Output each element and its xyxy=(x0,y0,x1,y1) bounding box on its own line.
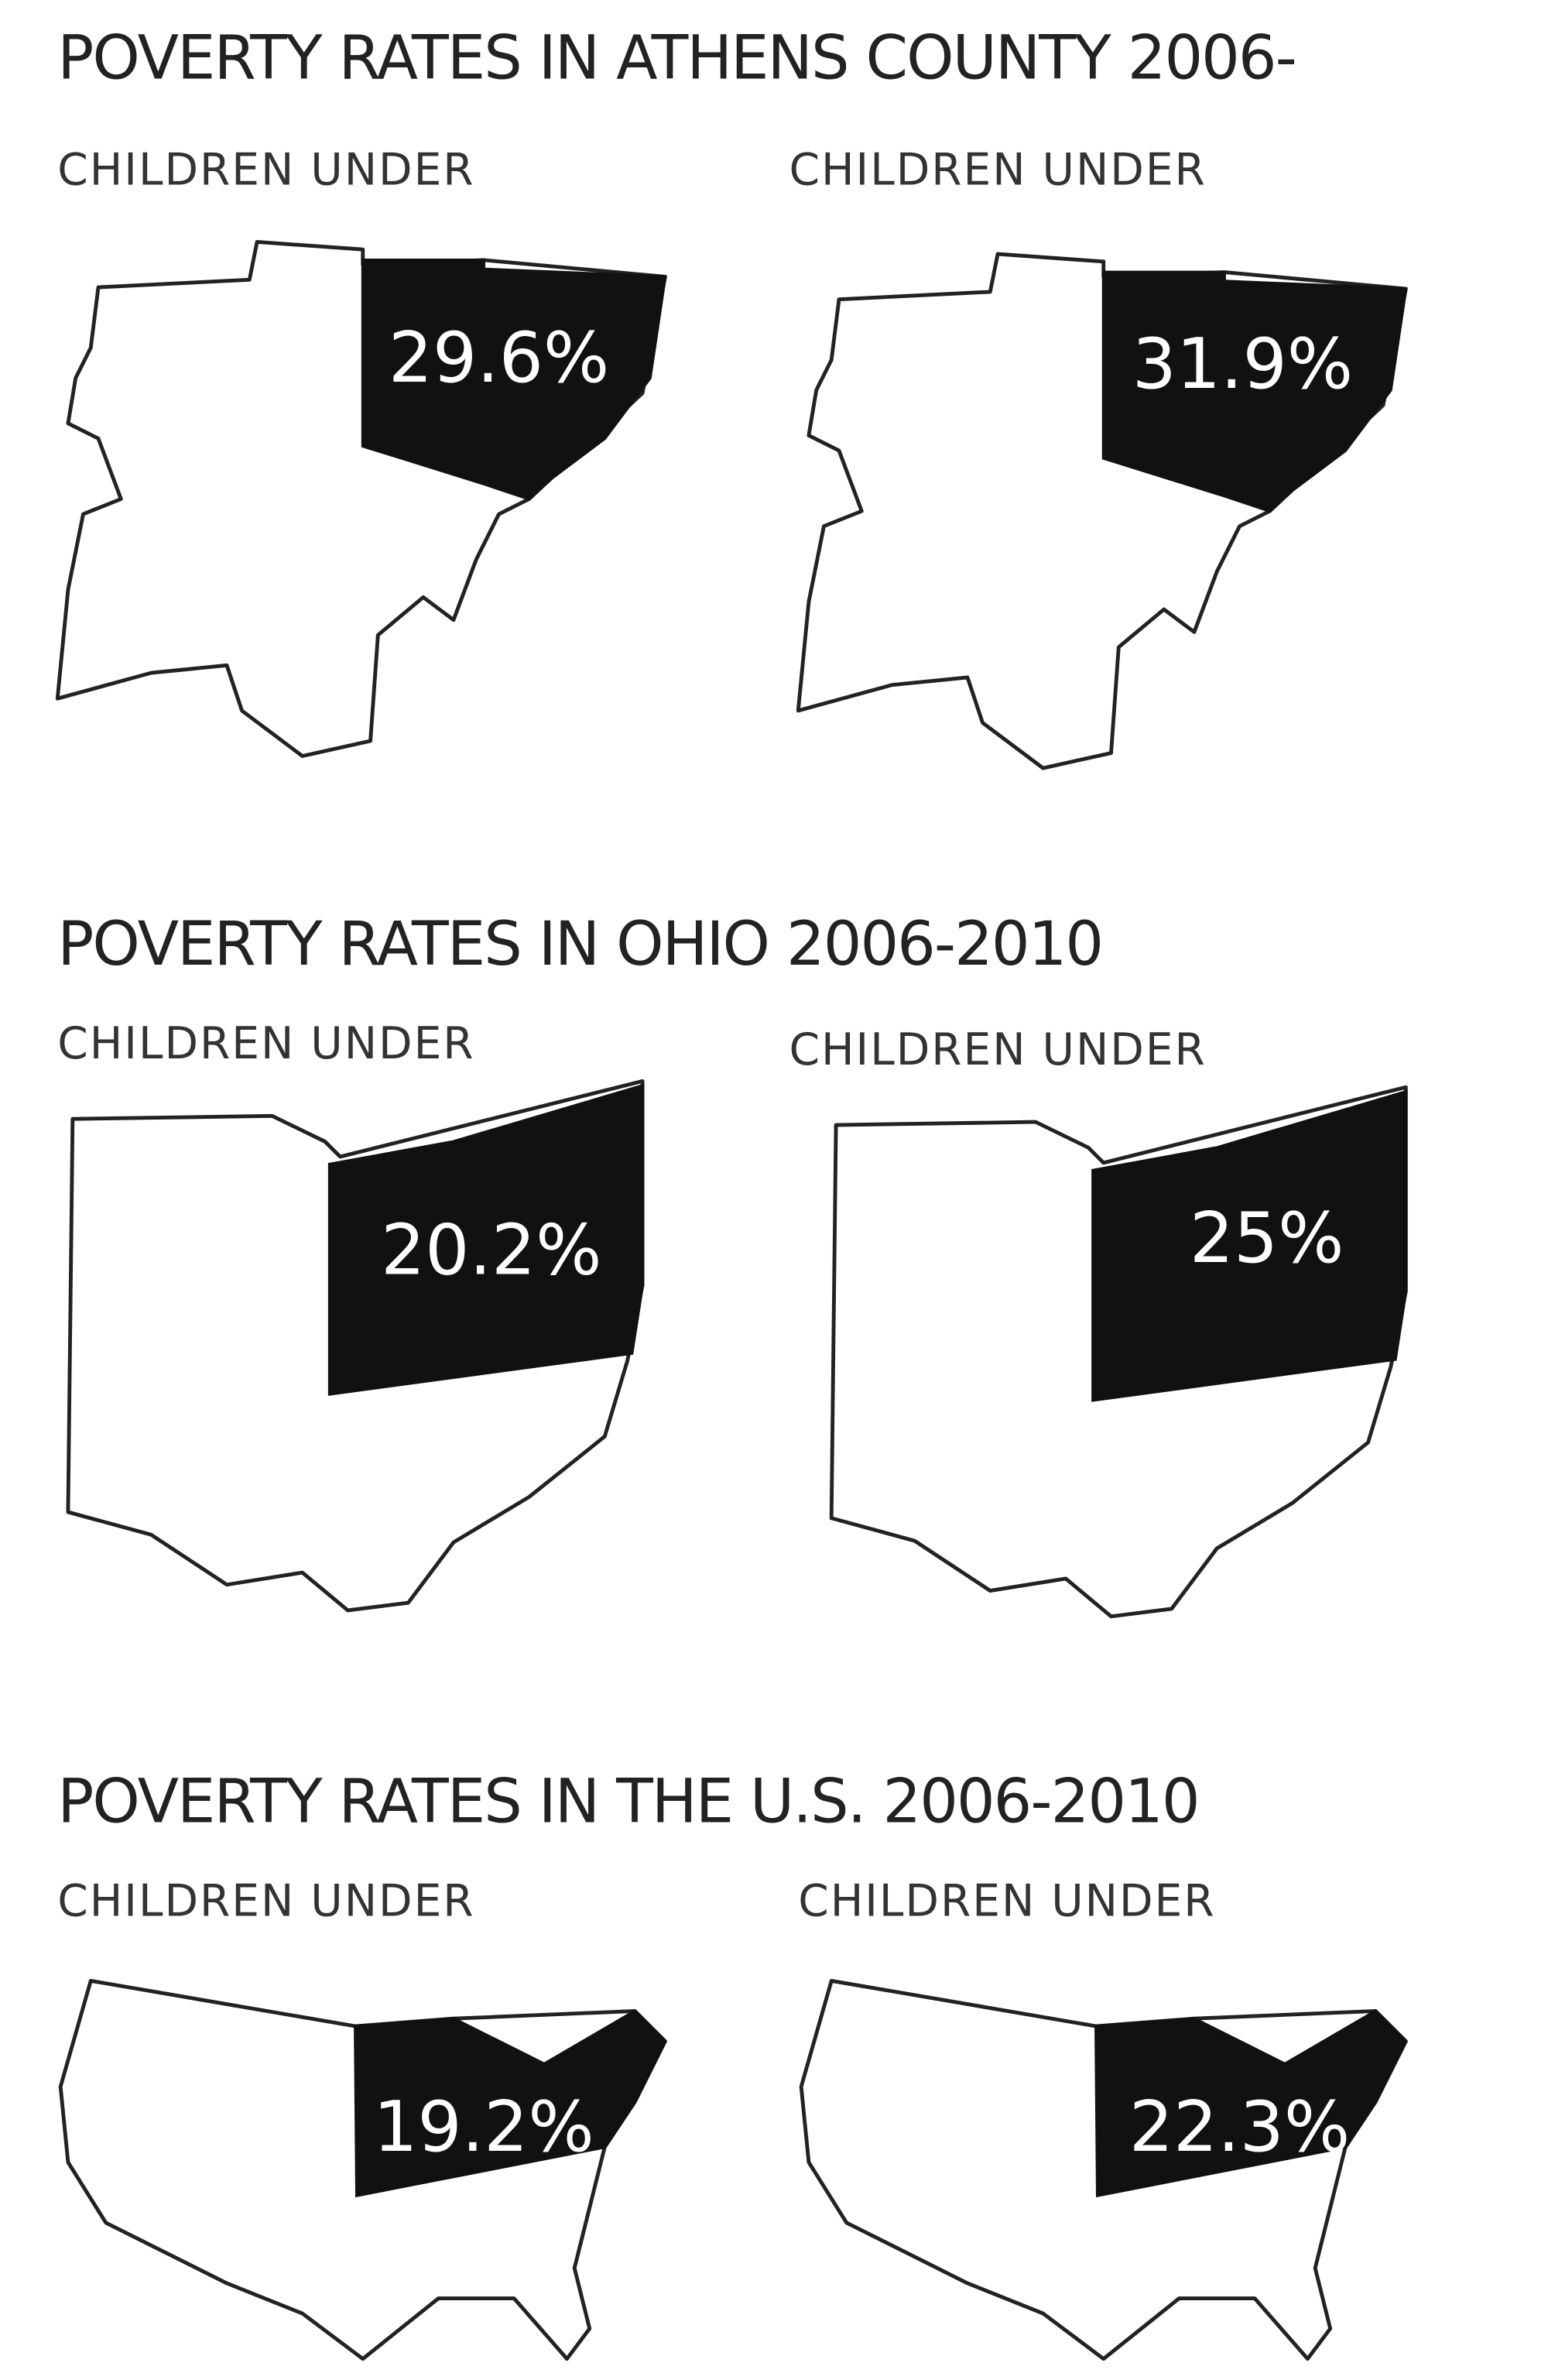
section-title: POVERTY RATES IN ATHENS COUNTY 2006- xyxy=(57,23,1296,94)
value-label: 31.9% xyxy=(1132,324,1353,405)
value-label: 22.3% xyxy=(1129,2087,1350,2168)
map xyxy=(68,1081,642,1610)
section-athens: POVERTY RATES IN ATHENS COUNTY 2006- CHI… xyxy=(57,23,1406,769)
panel-label: CHILDREN UNDER xyxy=(798,1875,1215,1926)
section-title: POVERTY RATES IN THE U.S. 2006-2010 xyxy=(57,1766,1198,1836)
map xyxy=(831,1087,1406,1617)
section-title: POVERTY RATES IN OHIO 2006-2010 xyxy=(57,909,1102,979)
panel-label: CHILDREN UNDER xyxy=(789,144,1207,195)
value-label: 25% xyxy=(1190,1199,1344,1279)
map xyxy=(60,1980,665,2358)
value-label: 20.2% xyxy=(381,1210,601,1291)
section-us: POVERTY RATES IN THE U.S. 2006-2010 CHIL… xyxy=(57,1766,1406,2358)
value-label: 29.6% xyxy=(389,318,609,399)
panel-label: CHILDREN UNDER xyxy=(57,144,474,195)
panel-label: CHILDREN UNDER xyxy=(789,1024,1207,1075)
map xyxy=(801,1980,1406,2358)
panel-label: CHILDREN UNDER xyxy=(57,1875,474,1926)
panel-label: CHILDREN UNDER xyxy=(57,1018,474,1069)
section-ohio: POVERTY RATES IN OHIO 2006-2010 CHILDREN… xyxy=(57,909,1406,1617)
value-label: 19.2% xyxy=(373,2087,594,2168)
